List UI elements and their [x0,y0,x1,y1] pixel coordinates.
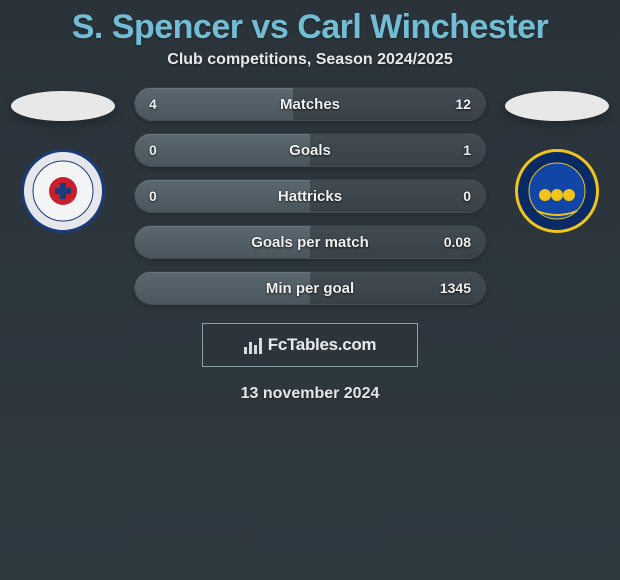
stat-label: Matches [280,96,340,113]
left-player-column [8,85,118,233]
subtitle: Club competitions, Season 2024/2025 [0,51,620,85]
right-club-crest-icon [515,149,599,233]
stat-left-value: 0 [149,142,157,158]
stat-bar: 0 Hattricks 0 [134,179,486,213]
stat-right-value: 0.08 [444,234,471,250]
stat-right-value: 1345 [440,280,471,296]
stat-right-value: 0 [463,188,471,204]
stat-left-value: 0 [149,188,157,204]
stat-label: Hattricks [278,188,342,205]
right-player-column [502,85,612,233]
left-club-badge [21,149,105,233]
comparison-row: 4 Matches 12 0 Goals 1 0 Hattricks 0 Goals per ma… [0,85,620,305]
stat-label: Goals per match [251,234,369,251]
stat-label: Goals [289,142,331,159]
stat-bar: Min per goal 1345 [134,271,486,305]
page-title: S. Spencer vs Carl Winchester [0,0,620,51]
date-text: 13 november 2024 [0,385,620,403]
right-club-badge [515,149,599,233]
watermark-text: FcTables.com [268,335,377,355]
stat-label: Min per goal [266,280,354,297]
left-club-crest-icon [21,149,105,233]
stat-bar: 0 Goals 1 [134,133,486,167]
right-player-oval [505,91,609,121]
watermark-box: FcTables.com [202,323,418,367]
chart-icon [244,336,262,354]
stat-bars: 4 Matches 12 0 Goals 1 0 Hattricks 0 Goals per ma… [134,85,486,305]
stat-bar: Goals per match 0.08 [134,225,486,259]
stat-bar: 4 Matches 12 [134,87,486,121]
stat-right-value: 12 [455,96,471,112]
stat-left-value: 4 [149,96,157,112]
stat-right-value: 1 [463,142,471,158]
left-player-oval [11,91,115,121]
